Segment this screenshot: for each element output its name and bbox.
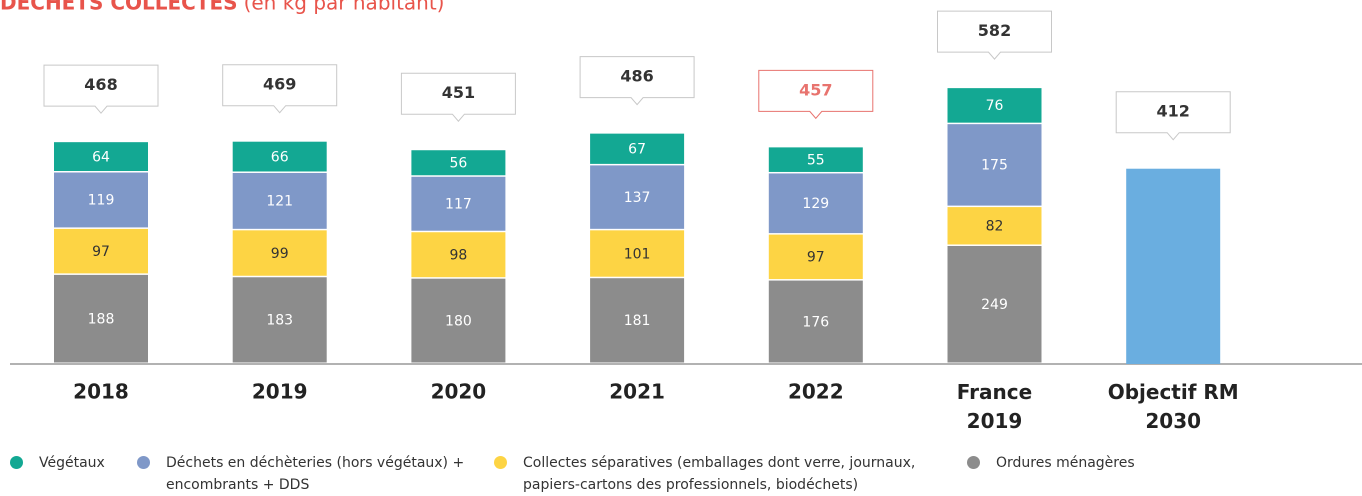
bar-segment (590, 230, 685, 277)
bar-segment (232, 277, 327, 363)
chart: DÉCHETS COLLECTÉS (en kg par habitant) 18… (0, 0, 1362, 433)
chart-subtitle: (en kg par habitant) (244, 0, 445, 15)
total-callout (400, 72, 516, 122)
legend: Végétaux Déchets en déchèteries (hors vég… (0, 452, 1362, 495)
bar-segment (768, 173, 863, 234)
total-callout (222, 64, 338, 114)
segment-label: 119 (88, 193, 115, 209)
bar-segment (411, 176, 506, 231)
segment-label: 99 (271, 246, 289, 262)
total-label: 457 (799, 80, 832, 99)
bar-segment (54, 172, 148, 228)
bar-segment (768, 147, 863, 172)
total-callout (579, 56, 695, 106)
total-callout (758, 69, 874, 120)
bar-segment (54, 274, 148, 363)
bar-segment (947, 124, 1042, 206)
legend-label: Déchets en déchèteries (hors végétaux) +… (166, 455, 465, 493)
bar-segment (768, 234, 863, 280)
segment-label: 117 (445, 196, 472, 212)
bar-segment (54, 142, 148, 172)
legend-item: Déchets en déchèteries (hors végétaux) +… (137, 452, 486, 496)
total-label: 582 (978, 21, 1011, 40)
bar-segment (947, 88, 1042, 123)
legend-label: Végétaux (39, 455, 105, 471)
segment-label: 183 (266, 313, 293, 329)
total-label: 469 (263, 75, 296, 94)
segment-label: 249 (981, 297, 1008, 313)
segment-label: 82 (986, 219, 1004, 235)
total-label: 451 (442, 83, 475, 102)
segment-label: 67 (628, 142, 646, 158)
legend-item: Ordures ménagères (967, 452, 1216, 474)
x-tick-label: 2018 (73, 380, 129, 404)
x-tick-label: Objectif RM 2030 (1108, 380, 1239, 433)
segment-label: 121 (266, 194, 293, 210)
segment-label: 76 (986, 98, 1004, 114)
bar-segment (54, 228, 148, 274)
x-tick-label: 2020 (431, 380, 487, 404)
total-callout (43, 64, 159, 114)
bar-segment (947, 245, 1042, 363)
bar-segment (232, 172, 327, 229)
bar-segment (590, 278, 685, 363)
legend-swatch (494, 456, 507, 469)
total-callout (1115, 91, 1231, 141)
bar-segment (411, 232, 506, 278)
legend-label: Ordures ménagères (996, 455, 1135, 471)
legend-item: Collectes séparatives (emballages dont v… (494, 452, 963, 496)
chart-title: DÉCHETS COLLECTÉS (0, 0, 238, 15)
bar-segment (411, 150, 506, 176)
x-tick-label: 2022 (788, 380, 844, 404)
legend-swatch (10, 456, 23, 469)
x-tick-label: 2021 (609, 380, 665, 404)
segment-label: 55 (807, 152, 825, 168)
legend-label: Collectes séparatives (emballages dont v… (523, 455, 916, 493)
total-label: 486 (620, 67, 653, 86)
segment-label: 176 (802, 314, 829, 330)
segment-label: 101 (624, 246, 651, 262)
segment-label: 181 (624, 313, 651, 329)
bar-segment (232, 141, 327, 172)
segment-label: 98 (449, 247, 467, 263)
bar-segment (411, 278, 506, 363)
segment-label: 188 (88, 311, 115, 327)
total-label: 468 (84, 75, 117, 94)
segment-label: 180 (445, 313, 472, 329)
segment-label: 66 (271, 149, 289, 165)
x-tick-label: France 2019 (957, 380, 1032, 433)
x-tick-label: 2019 (252, 380, 308, 404)
legend-swatch (967, 456, 980, 469)
segment-label: 97 (92, 244, 110, 260)
segment-label: 129 (802, 196, 829, 212)
target-bar (1126, 168, 1221, 364)
bar-segment (590, 133, 685, 164)
total-callout (937, 10, 1052, 60)
bar-segment (232, 230, 327, 276)
bar-segment (590, 165, 685, 229)
total-label: 412 (1156, 102, 1189, 121)
segment-label: 56 (449, 155, 467, 171)
bar-segment (947, 207, 1042, 245)
legend-swatch (137, 456, 150, 469)
segment-label: 97 (807, 250, 825, 266)
segment-label: 137 (624, 190, 651, 206)
legend-item: Végétaux (10, 452, 119, 474)
segment-label: 175 (981, 158, 1008, 174)
segment-label: 64 (92, 149, 110, 165)
bar-segment (768, 280, 863, 363)
